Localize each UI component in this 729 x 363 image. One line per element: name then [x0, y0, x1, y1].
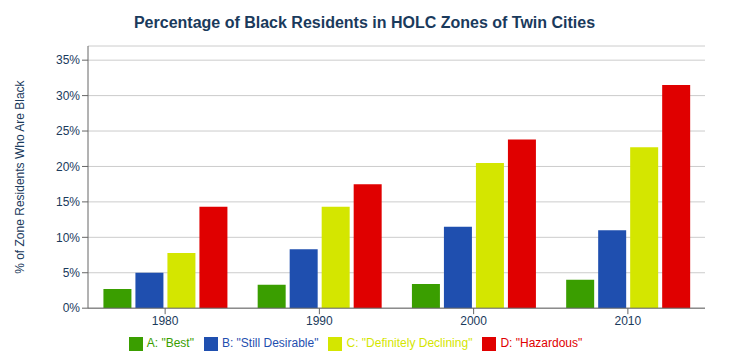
html-text:B: "Still Desirable": B: "Still Desirable" — [221, 336, 319, 351]
svg-text:2000: 2000 — [460, 314, 487, 328]
html-text:Percentage of Black Residents: Percentage of Black Residents in HOLC Zo… — [133, 14, 596, 31]
html-text:C: "Definitely Declining": C: "Definitely Declining" — [346, 336, 473, 351]
svg-text:15%: 15% — [56, 195, 80, 209]
svg-text:10%: 10% — [56, 231, 80, 245]
svg-text:1990: 1990 — [306, 314, 333, 328]
svg-text:2010: 2010 — [615, 314, 642, 328]
svg-text:30%: 30% — [56, 89, 80, 103]
html-text:D: "Hazardous": D: "Hazardous" — [500, 336, 583, 351]
svg-text:1980: 1980 — [152, 314, 179, 328]
svg-text:20%: 20% — [56, 160, 80, 174]
svg-text:% of Zone Residents Who Are Bl: % of Zone Residents Who Are Black — [13, 79, 27, 273]
svg-text:5%: 5% — [63, 266, 81, 280]
html-text:A: "Best": A: "Best" — [146, 336, 194, 351]
svg-text:0%: 0% — [63, 301, 81, 315]
svg-text:25%: 25% — [56, 124, 80, 138]
svg-text:35%: 35% — [56, 53, 80, 67]
